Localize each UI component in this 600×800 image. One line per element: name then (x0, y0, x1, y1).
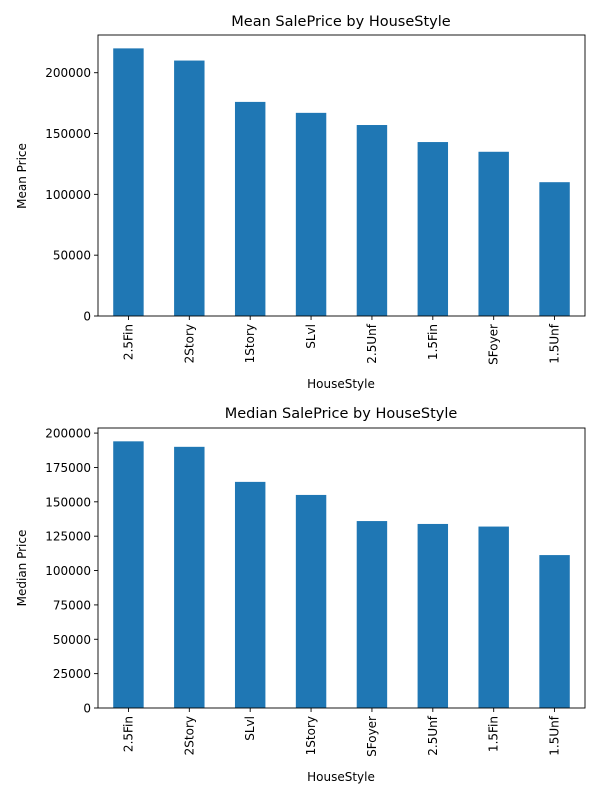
plot-frame (97, 427, 586, 709)
y-tick-label: 175000 (45, 461, 91, 475)
x-tick-label: 1.5Unf (548, 715, 562, 755)
bar-1.5Unf (539, 182, 570, 316)
y-tick-label: 100000 (45, 564, 91, 578)
y-axis-label: Median Price (15, 530, 29, 607)
y-ticks: 0 25000 50000 75000 100000 125000 150000 175000… (45, 427, 98, 716)
x-axis-label: HouseStyle (307, 377, 375, 391)
y-tick-label: 200000 (45, 66, 91, 80)
y-tick-label: 0 (83, 702, 91, 716)
y-tick-label: 100000 (45, 188, 91, 202)
bar-SFoyer (478, 151, 509, 316)
bar-SLvl (234, 481, 266, 708)
x-axis-label: HouseStyle (307, 770, 375, 784)
bar-SLvl (295, 112, 327, 316)
x-tick-label: SLvl (304, 324, 318, 349)
bar-1.5Unf (539, 555, 570, 708)
median-price-chart: Median SalePrice by HouseStyle Median Pr… (15, 406, 586, 784)
x-ticks: 2.5Fin 2Story SLvl 1Story SFoyer 2.5Unf 1.5Fin… (121, 708, 562, 757)
y-tick-label: 50000 (53, 249, 91, 263)
x-tick-label: 2.5Unf (365, 323, 379, 363)
y-tick-label: 125000 (45, 530, 91, 544)
bar-1Story (295, 494, 327, 708)
y-axis-label: Mean Price (15, 143, 29, 209)
x-tick-label: 1.5Unf (548, 323, 562, 363)
chart-title: Median SalePrice by HouseStyle (225, 406, 458, 422)
y-tick-label: 0 (83, 310, 91, 324)
x-tick-label: SFoyer (487, 324, 501, 365)
bar-group (113, 441, 570, 708)
x-tick-label: 1Story (243, 324, 257, 363)
bar-1.5Fin (478, 526, 509, 708)
y-tick-label: 75000 (53, 598, 91, 612)
x-tick-label: 2.5Fin (121, 716, 135, 752)
bar-2Story (174, 60, 205, 316)
chart-title: Mean SalePrice by HouseStyle (231, 14, 450, 30)
x-tick-label: 2Story (182, 716, 196, 755)
y-tick-label: 150000 (45, 495, 91, 509)
x-tick-label: 2.5Unf (426, 715, 440, 755)
bar-2.5Fin (113, 48, 144, 316)
x-tick-label: 1.5Fin (487, 716, 501, 752)
y-tick-label: 150000 (45, 127, 91, 141)
bar-2Story (174, 446, 205, 708)
bar-2.5Fin (113, 441, 144, 708)
mean-price-chart: Mean SalePrice by HouseStyle Mean Price … (15, 14, 586, 391)
bar-group (113, 48, 570, 317)
bar-2.5Unf (417, 523, 449, 708)
y-tick-label: 50000 (53, 633, 91, 647)
x-tick-label: 1Story (304, 716, 318, 755)
bar-2.5Unf (356, 125, 388, 317)
y-tick-label: 25000 (53, 667, 91, 681)
bar-SFoyer (356, 521, 388, 708)
plot-frame (97, 34, 586, 317)
x-ticks: 2.5Fin 2Story 1Story SLvl 2.5Unf 1.5Fin SFoyer… (121, 316, 562, 365)
x-tick-label: 2.5Fin (121, 324, 135, 360)
bar-1Story (234, 101, 266, 317)
y-tick-label: 200000 (45, 427, 91, 441)
bar-1.5Fin (417, 142, 449, 316)
x-tick-label: 1.5Fin (426, 324, 440, 360)
x-tick-label: SLvl (243, 716, 257, 741)
x-tick-label: 2Story (182, 324, 196, 363)
x-tick-label: SFoyer (365, 716, 379, 757)
y-ticks: 0 50000 100000 150000 200000 (45, 66, 98, 324)
